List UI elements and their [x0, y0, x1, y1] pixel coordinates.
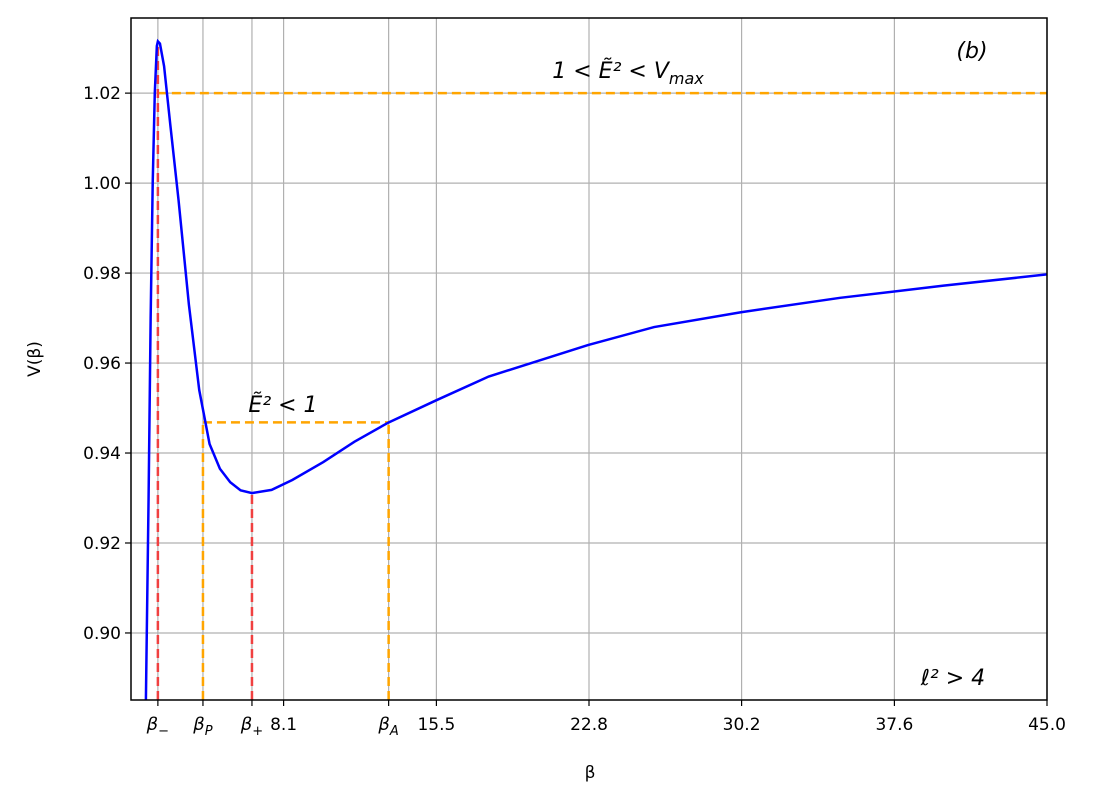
y-tick-label: 0.92	[83, 534, 121, 554]
x-tick-sub: −	[158, 724, 169, 739]
annotation: (b)	[956, 39, 987, 64]
plot-frame	[130, 17, 1048, 701]
x-tick-label: 8.1	[270, 715, 297, 735]
x-tick-label: βP	[192, 714, 213, 739]
x-tick-text: 22.8	[570, 715, 608, 735]
annotation-text: ℓ² > 4	[920, 666, 985, 691]
x-tick-sub: +	[252, 724, 263, 739]
x-tick-text: β	[146, 714, 159, 735]
x-axis-label: β	[585, 763, 596, 783]
x-tick-label: β−	[146, 714, 169, 739]
x-tick-text: 45.0	[1028, 715, 1066, 735]
x-tick-label: 45.0	[1028, 715, 1066, 735]
annotation-sub: max	[669, 69, 704, 88]
annotation-text: 1 < Ẽ² < V	[552, 57, 671, 84]
data-line	[144, 38, 1047, 700]
x-tick-label: 37.6	[875, 715, 913, 735]
annotation: 1 < Ẽ² < Vmax	[552, 57, 704, 88]
x-tick-label: βA	[377, 714, 398, 739]
x-tick-text: β	[240, 714, 253, 735]
y-tick-label: 0.94	[83, 444, 121, 464]
x-tick-sub: A	[389, 724, 399, 739]
y-tick-label: 0.98	[83, 264, 121, 284]
x-tick-sub: P	[205, 724, 213, 739]
y-axis-label: V(β)	[25, 341, 45, 377]
x-tick-text: β	[192, 714, 205, 735]
x-tick-text: 37.6	[875, 715, 913, 735]
annotation-text: Ẽ² < 1	[248, 391, 317, 418]
annotation: Ẽ² < 1	[248, 391, 317, 418]
x-tick-label: β+	[240, 714, 263, 739]
annotation: ℓ² > 4	[920, 666, 985, 691]
y-tick-label: 1.00	[83, 174, 121, 194]
y-tick-label: 0.96	[83, 354, 121, 374]
plot	[144, 38, 1047, 700]
x-tick-text: 15.5	[417, 715, 455, 735]
x-tick-text: β	[377, 714, 390, 735]
x-tick-label: 30.2	[723, 715, 761, 735]
y-tick-label: 0.90	[83, 624, 121, 644]
x-tick-text: 30.2	[723, 715, 761, 735]
x-tick-label: 22.8	[570, 715, 608, 735]
annotation-text: (b)	[956, 39, 987, 64]
x-tick-text: 8.1	[270, 715, 297, 735]
y-tick-label: 1.02	[83, 84, 121, 104]
x-tick-label: 15.5	[417, 715, 455, 735]
